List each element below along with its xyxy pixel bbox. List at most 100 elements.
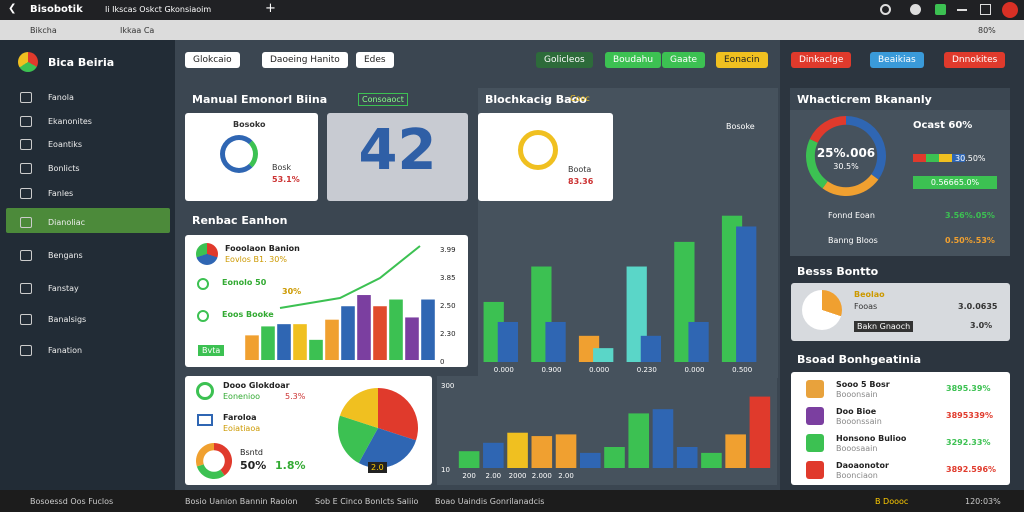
x-tick-label: 0.000 [589, 366, 609, 374]
y-label: 3.85 [440, 274, 456, 282]
new-tab[interactable]: + [265, 1, 276, 16]
tag: Consoaoct [358, 93, 408, 106]
icon [196, 382, 214, 400]
row-sub: Booonssain [836, 417, 882, 426]
y-label: 300 [441, 382, 454, 390]
card-head: Bosoko [233, 120, 266, 129]
pie-icon [196, 243, 218, 265]
donut-value: 25%.006 [816, 146, 876, 160]
card-label: Boota [568, 165, 592, 174]
card-sub: Eonenioo [223, 392, 261, 401]
legend-swatches [913, 154, 965, 162]
card-value: 5.3% [285, 392, 306, 401]
icon[interactable] [910, 4, 921, 15]
bar [736, 226, 757, 362]
x-tick-label: 0.900 [541, 366, 561, 374]
address-text: Ikkaa Ca [120, 26, 155, 35]
bar [555, 434, 577, 468]
toolbar-button[interactable]: Beaikias [870, 52, 924, 68]
panel-title: Whacticrem Bkananly [797, 93, 932, 106]
status-text: B Doooc [875, 497, 909, 506]
toolbar-button[interactable]: Glokcaio [185, 52, 240, 68]
icon [802, 290, 842, 330]
toolbar-button[interactable]: Edes [356, 52, 394, 68]
nav-item[interactable]: Fanation [48, 346, 83, 355]
icon[interactable] [880, 4, 891, 15]
row-value: 3.56%.05% [945, 211, 995, 220]
row-title: Faroloa [223, 413, 257, 422]
bar [652, 409, 674, 468]
row-value: 30% [282, 287, 302, 296]
bar [628, 413, 650, 468]
x-tick-label: 2.000 [532, 472, 552, 480]
donut-value: 50% [240, 459, 267, 472]
avatar [806, 407, 824, 425]
bar [725, 434, 746, 468]
tab-title[interactable]: Bisobotik [30, 4, 83, 15]
row-label: Fonnd Eoan [828, 211, 875, 220]
nav-item[interactable]: Fanstay [48, 284, 79, 293]
toolbar-button[interactable]: Boudahu [605, 52, 662, 68]
bar [531, 436, 553, 468]
icon [197, 414, 213, 426]
slice [338, 415, 378, 464]
row-sub: Eoiatiaoa [223, 424, 261, 433]
nav-icon [20, 217, 32, 228]
nav-item[interactable]: Bengans [48, 251, 83, 260]
toolbar-button[interactable]: Dnnokites [944, 52, 1006, 68]
icon[interactable] [935, 4, 946, 15]
nav-icon [20, 92, 32, 103]
brand: Bica Beiria [48, 56, 115, 69]
bar [277, 324, 291, 360]
status-text: 120:03% [965, 497, 1001, 506]
maximize[interactable] [980, 4, 991, 15]
address-bar[interactable] [0, 20, 1024, 40]
toolbar-button[interactable]: Eonacin [716, 52, 768, 68]
y-label: 2.30 [440, 330, 456, 338]
bar [458, 451, 480, 468]
section-title: Renbac Eanhon [192, 214, 288, 227]
bar [421, 299, 435, 360]
tab-title[interactable]: Ii Ikscas Oskct Gkonsiaoim [105, 5, 212, 14]
logo [18, 52, 38, 72]
button[interactable]: Bvta [198, 345, 225, 356]
bar-chart: 200 2.00 2000 2.000 2.00 300 10 [441, 382, 771, 480]
bar [357, 295, 371, 360]
status-bar [0, 490, 1024, 512]
minimize[interactable] [957, 9, 967, 11]
nav-item[interactable]: Bonlicts [48, 164, 80, 173]
status-text: Sob E Cinco Bonlcts Saliio [315, 497, 419, 506]
nav-item[interactable]: Fanles [48, 189, 74, 198]
row-value: 3895.39% [946, 384, 991, 393]
toolbar-button[interactable]: Daoeing Hanito [262, 52, 348, 68]
nav-item[interactable]: Eoantiks [48, 140, 83, 149]
x-tick-label: 0.230 [637, 366, 657, 374]
button[interactable]: 0.56665.0% [913, 176, 997, 189]
row-sub: Booosaain [836, 444, 878, 453]
toolbar-button[interactable]: Golicleos [536, 52, 593, 68]
zoom: 80% [978, 26, 996, 35]
row-label: Banng Bloos [828, 236, 878, 245]
big-number: 42 [358, 118, 437, 183]
bar [245, 335, 259, 360]
bar [593, 348, 614, 362]
nav-item[interactable]: Banalsigs [48, 315, 87, 324]
bar [497, 321, 519, 362]
row-title: Eoos Booke [222, 310, 274, 319]
card-head: Bosoke [726, 122, 755, 131]
back-icon[interactable]: ❮ [8, 3, 17, 14]
bar [293, 324, 307, 360]
toolbar-button[interactable]: Gaate [662, 52, 706, 68]
slice [358, 428, 417, 468]
row-sub: Eovlos B1. 30% [225, 255, 287, 264]
toolbar-button[interactable]: Dinkaclge [791, 52, 852, 68]
nav-item[interactable]: Fanola [48, 93, 74, 102]
close[interactable] [1002, 2, 1018, 18]
donut-label: Bsntd [240, 448, 263, 457]
address-text: Bikcha [30, 26, 57, 35]
row-title: Honsono Bulioo [836, 434, 907, 443]
value: 3.0% [970, 321, 993, 330]
bar [325, 319, 339, 360]
nav-item[interactable]: Dianoliac [48, 218, 85, 227]
nav-item[interactable]: Ekanonites [48, 117, 92, 126]
